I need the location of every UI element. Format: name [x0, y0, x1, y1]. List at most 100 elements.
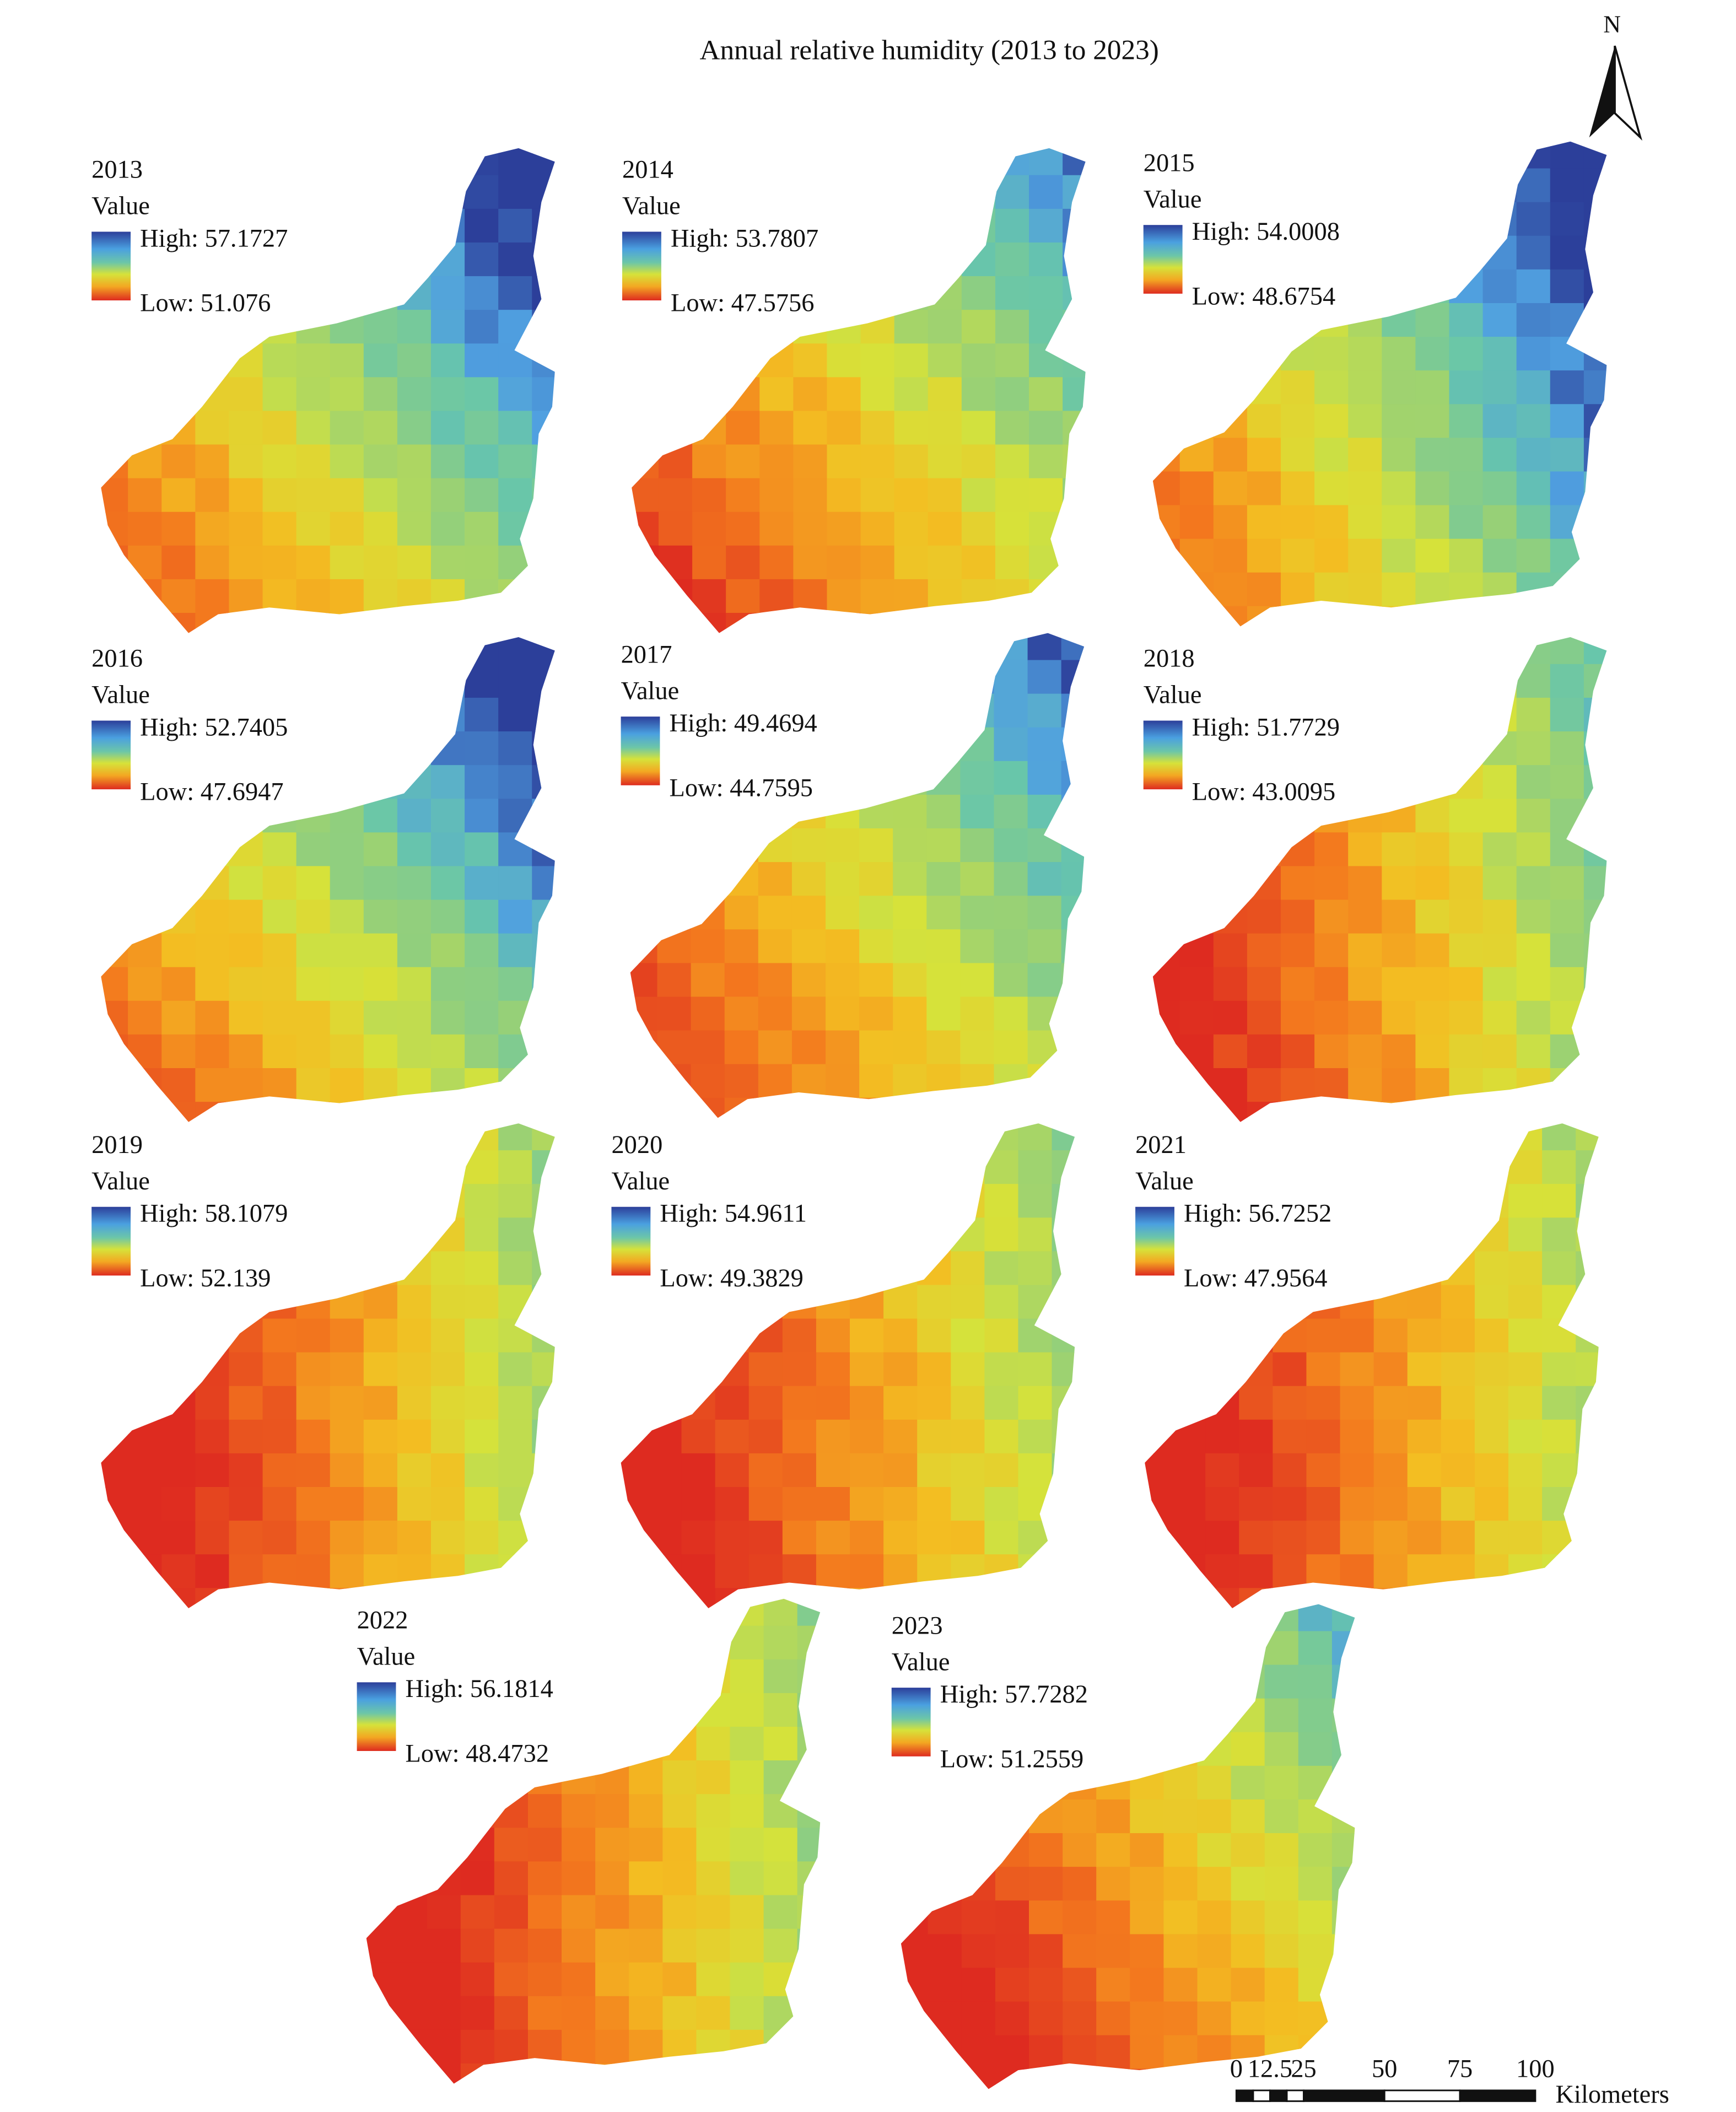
grid-cell	[748, 1318, 784, 1353]
grid-cell	[730, 1996, 764, 2031]
grid-cell	[928, 1833, 963, 1868]
grid-cell	[1415, 899, 1450, 934]
grid-cell	[1273, 1386, 1307, 1421]
grid-cell	[1052, 1419, 1075, 1454]
grid-cell	[161, 933, 196, 968]
grid-cell	[161, 444, 196, 479]
grid-cell	[1130, 1968, 1164, 2002]
grid-cell	[759, 377, 794, 412]
grid-cell	[195, 933, 230, 968]
grid-cell	[1340, 1123, 1374, 1151]
grid-cell	[960, 633, 995, 661]
grid-cell	[1197, 1867, 1232, 1901]
grid-cell	[1179, 933, 1215, 968]
grid-cell	[1018, 1352, 1053, 1387]
grid-cell	[692, 343, 727, 378]
grid-cell	[928, 2001, 963, 2036]
grid-cell	[1550, 967, 1585, 1002]
grid-cell	[1508, 1251, 1543, 1286]
grid-cell	[296, 765, 331, 800]
grid-cell	[715, 1521, 750, 1555]
grid-cell	[724, 633, 759, 661]
grid-cell	[465, 697, 499, 732]
grid-cell	[1264, 1604, 1300, 1632]
grid-cell	[397, 664, 432, 699]
grid-cell	[850, 1123, 885, 1151]
grid-cell	[827, 310, 861, 344]
grid-cell	[1063, 1833, 1097, 1868]
panel-year: 2013	[91, 156, 143, 184]
grid-cell	[1482, 1068, 1517, 1103]
grid-cell	[101, 1554, 129, 1589]
grid-cell	[195, 1034, 230, 1069]
grid-cell	[363, 343, 398, 378]
grid-cell	[229, 1123, 263, 1151]
grid-cell	[917, 1123, 952, 1151]
grid-cell	[1052, 1285, 1075, 1319]
grid-cell	[465, 1000, 499, 1036]
grid-cell	[1583, 1102, 1607, 1122]
grid-cell	[1306, 1123, 1341, 1151]
legend-low: Low: 49.3829	[660, 1264, 803, 1292]
grid-cell	[1348, 337, 1383, 371]
grid-cell	[1306, 1487, 1341, 1522]
grid-cell	[961, 343, 996, 378]
grid-cell	[1550, 637, 1585, 665]
grid-cell	[1550, 1034, 1585, 1069]
legend-high: High: 58.1079	[140, 1200, 288, 1228]
grid-cell	[758, 996, 793, 1031]
grid-cell	[393, 1828, 428, 1862]
grid-cell	[363, 444, 398, 479]
grid-cell	[691, 996, 725, 1031]
grid-cell	[1441, 1487, 1476, 1522]
grid-cell	[1130, 2001, 1164, 2036]
grid-cell	[229, 1487, 263, 1522]
grid-cell	[1179, 505, 1215, 540]
grid-cell	[994, 862, 1028, 897]
grid-cell	[296, 242, 331, 277]
grid-cell	[1474, 1419, 1509, 1454]
grid-cell	[330, 899, 365, 934]
grid-cell	[826, 896, 860, 930]
grid-cell	[1029, 478, 1064, 513]
grid-cell	[894, 411, 929, 445]
grid-cell	[860, 276, 895, 311]
grid-cell	[363, 310, 398, 344]
grid-cell	[1130, 1732, 1164, 1767]
grid-cell	[1516, 866, 1551, 901]
grid-cell	[1247, 337, 1282, 371]
grid-cell	[1027, 862, 1062, 897]
grid-cell	[330, 1521, 365, 1555]
grid-cell	[397, 1251, 432, 1286]
north-arrow-right	[1614, 45, 1643, 141]
grid-cell	[793, 545, 828, 580]
grid-cell	[724, 862, 759, 897]
grid-cell	[1197, 2068, 1232, 2089]
grid-cell	[860, 377, 895, 412]
grid-cell	[562, 1794, 596, 1829]
grid-cell	[1474, 1251, 1509, 1286]
grid-cell	[296, 343, 331, 378]
grid-cell	[994, 896, 1028, 930]
grid-cell	[1542, 1419, 1577, 1454]
grid-cell	[782, 1386, 817, 1421]
grid-cell	[791, 996, 827, 1031]
grid-cell	[984, 1386, 1019, 1421]
grid-cell	[1247, 1068, 1282, 1103]
grid-cell	[893, 996, 928, 1031]
grid-cell	[330, 765, 365, 800]
grid-cell	[397, 1034, 432, 1069]
grid-cell	[630, 828, 658, 863]
grid-cell	[1542, 1521, 1577, 1555]
grid-cell	[1018, 1419, 1053, 1454]
grid-cell	[1449, 572, 1484, 607]
grid-cell	[562, 1625, 596, 1661]
grid-cell	[498, 1318, 533, 1353]
grid-cell	[793, 478, 828, 513]
grid-cell	[1482, 370, 1517, 405]
grid-cell	[859, 963, 894, 998]
grid-cell	[262, 1102, 297, 1122]
grid-cell	[128, 377, 163, 412]
grid-cell	[532, 175, 555, 210]
